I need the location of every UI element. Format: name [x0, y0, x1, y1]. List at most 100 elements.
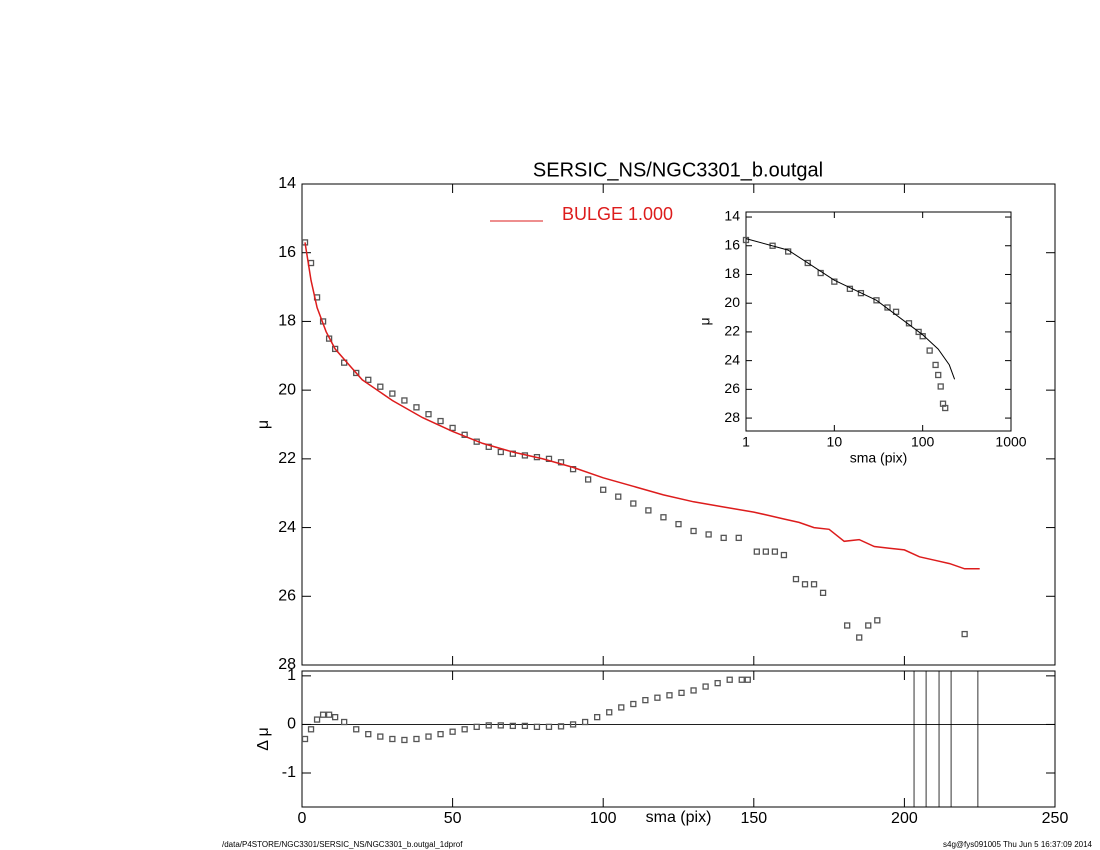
- data-point: [473, 723, 480, 731]
- x-tick-label: 200: [891, 810, 918, 827]
- data-point: [437, 730, 444, 738]
- legend-label: BULGE 1.000: [562, 204, 673, 224]
- data-point: [874, 617, 881, 624]
- model-line: [745, 238, 956, 380]
- chart-title: SERSIC_NS/NGC3301_b.outgal: [533, 159, 823, 181]
- data-point: [557, 723, 565, 730]
- x-tick-label: 0: [298, 810, 307, 827]
- data-point: [735, 534, 742, 542]
- data-point: [413, 735, 420, 743]
- data-point: [437, 417, 444, 425]
- data-point: [705, 531, 712, 538]
- data-point: [792, 575, 800, 583]
- model-line: [304, 242, 980, 570]
- x-tick-label: 100: [590, 810, 617, 827]
- data-point: [389, 735, 396, 743]
- data-point: [769, 242, 776, 249]
- data-point: [654, 694, 661, 701]
- data-point: [844, 622, 851, 629]
- x-axis-label: sma (pix): [646, 809, 712, 826]
- footer-left: /data/P4STORE/NGC3301/SERSIC_NS/NGC3301_…: [222, 840, 463, 849]
- data-point: [425, 411, 432, 418]
- plot-frame: [301, 183, 1056, 666]
- y-tick-label: 24: [278, 519, 296, 536]
- data-point: [935, 371, 942, 379]
- data-point: [485, 722, 492, 729]
- y-tick-label: -1: [282, 764, 296, 781]
- footer-right: s4g@fys091005 Thu Jun 5 16:37:09 2014: [943, 840, 1093, 849]
- data-point: [509, 722, 516, 730]
- data-point: [678, 689, 685, 697]
- data-point: [932, 361, 939, 369]
- y-tick-label: 14: [724, 208, 740, 224]
- data-point: [744, 676, 751, 683]
- data-point: [714, 679, 721, 687]
- data-point: [331, 713, 339, 721]
- data-point: [497, 448, 504, 456]
- data-point: [594, 713, 601, 721]
- data-point: [365, 730, 372, 738]
- y-tick-label: 18: [724, 265, 740, 281]
- data-point: [645, 507, 652, 514]
- data-point: [642, 696, 649, 704]
- x-tick-label: 1: [742, 434, 750, 450]
- data-point: [341, 718, 348, 726]
- y-tick-label: 22: [724, 323, 740, 339]
- data-point: [461, 726, 468, 733]
- data-point: [449, 424, 456, 432]
- data-point: [801, 581, 809, 588]
- data-point: [742, 236, 750, 244]
- data-point: [919, 333, 926, 340]
- data-point: [353, 369, 360, 377]
- y-tick-label: 14: [278, 175, 296, 192]
- data-point: [313, 716, 321, 723]
- data-point: [584, 476, 592, 483]
- y-tick-label: 0: [287, 716, 296, 733]
- x-tick-label: 150: [740, 810, 767, 827]
- data-point: [509, 450, 516, 457]
- data-point: [771, 548, 779, 555]
- x-tick-label: 100: [911, 434, 935, 450]
- data-point: [810, 581, 818, 588]
- data-point: [401, 397, 408, 404]
- data-point: [581, 718, 589, 726]
- data-point: [377, 733, 384, 740]
- y-tick-label: 20: [278, 381, 296, 398]
- data-point: [557, 459, 565, 466]
- data-point: [675, 520, 682, 528]
- data-point: [497, 722, 504, 729]
- data-point: [307, 726, 315, 733]
- data-point: [762, 548, 769, 555]
- x-tick-label: 50: [444, 810, 462, 827]
- data-point: [606, 709, 613, 716]
- data-point: [618, 704, 625, 711]
- data-point: [666, 692, 673, 699]
- data-point: [389, 390, 396, 397]
- y-tick-label: 16: [724, 236, 740, 252]
- data-point: [569, 721, 577, 728]
- data-point: [819, 589, 827, 596]
- y-tick-label: 16: [278, 244, 296, 261]
- data-point: [690, 527, 697, 535]
- data-point: [521, 722, 529, 730]
- data-point: [630, 700, 637, 708]
- data-point: [865, 622, 872, 629]
- data-point: [780, 551, 788, 559]
- data-point: [961, 630, 968, 638]
- data-point: [942, 404, 949, 412]
- data-point: [319, 711, 327, 718]
- x-tick-label: 10: [827, 434, 843, 450]
- data-point: [726, 676, 733, 683]
- y-tick-label: 24: [724, 351, 740, 367]
- y-tick-label: 1: [287, 667, 296, 684]
- y-tick-label: 18: [278, 313, 296, 330]
- data-point: [331, 345, 339, 353]
- y-axis-label: Δ μ: [255, 727, 272, 750]
- y-tick-label: 22: [278, 450, 296, 467]
- data-point: [449, 728, 456, 735]
- data-point: [425, 733, 432, 740]
- data-point: [365, 376, 372, 383]
- data-point: [660, 514, 667, 521]
- y-tick-label: 26: [278, 588, 296, 605]
